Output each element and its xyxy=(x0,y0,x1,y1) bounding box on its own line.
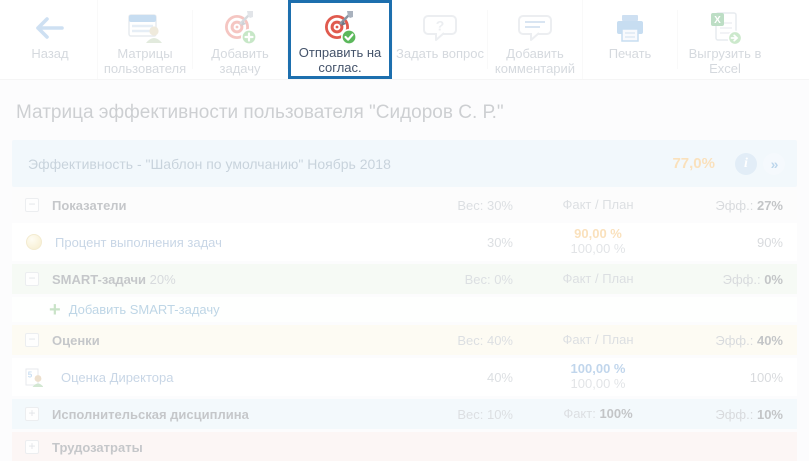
user-matrices-icon xyxy=(126,9,164,47)
effectiveness-value: 77,0% xyxy=(672,155,715,172)
svg-text:5: 5 xyxy=(28,370,33,379)
weight-cell: 30% xyxy=(486,234,513,250)
section-label: Показатели xyxy=(52,197,127,213)
back-button[interactable]: Назад xyxy=(3,0,97,79)
toolbar-button-label: Добавить комментарий xyxy=(494,46,576,76)
back-icon xyxy=(33,9,67,47)
section-row[interactable]: + Исполнительская дисциплина Вес: 10% Факт:… xyxy=(12,399,797,429)
fact-plan-cell: 90,00 % 100,00 % xyxy=(513,226,683,257)
efficiency-value: 0% xyxy=(764,271,783,287)
fact-plan-cell: Факт / План xyxy=(562,270,634,286)
fact-plan-cell: Факт / План xyxy=(562,196,634,212)
fact-value: 100,00 % xyxy=(570,361,626,377)
effectiveness-panel-header[interactable]: Эффективность - "Шаблон по умолчанию" Но… xyxy=(12,140,797,187)
expand-icon[interactable]: + xyxy=(25,407,39,421)
toolbar-button-label: Матрицы пользователя xyxy=(103,46,187,76)
matrix-rows: − Показатели Вес: 30% Факт / План Эфф.: 27%… xyxy=(12,190,797,461)
add-smart-task-row: + Добавить SMART-задачу xyxy=(12,297,797,322)
plan-value: 100,00 % xyxy=(570,241,626,256)
section-label: Оценки xyxy=(52,332,100,348)
ask-question-button[interactable]: ? Задать вопрос xyxy=(393,0,487,79)
indicator-label[interactable]: Оценка Директора xyxy=(61,369,174,385)
toolbar-button-label: Печать xyxy=(608,46,652,61)
add-comment-button[interactable]: Добавить комментарий xyxy=(488,0,582,79)
weight-cell: Вес: 0% xyxy=(464,271,513,287)
send-for-approval-button[interactable]: Отправить на соглас. xyxy=(288,0,392,79)
indicator-label[interactable]: Процент выполнения задач xyxy=(55,234,222,250)
add-smart-task-link[interactable]: + Добавить SMART-задачу xyxy=(49,298,220,321)
toolbar: Назад Матрицы пользователя Добавить задачу… xyxy=(0,0,809,80)
efficiency-value: 10% xyxy=(756,406,783,422)
collapse-icon[interactable]: − xyxy=(25,272,39,286)
grade-sheet-icon: 5 xyxy=(25,368,52,387)
collapse-icon[interactable]: − xyxy=(25,198,39,212)
section-row[interactable]: − Оценки Вес: 40% Факт / План Эфф.: 40% xyxy=(12,325,797,355)
toolbar-button-label: Выгрузить в Excel xyxy=(688,46,762,76)
weight-cell: Вес: 30% xyxy=(457,197,513,213)
print-button[interactable]: Печать xyxy=(583,0,677,79)
plan-value: 100,00 % xyxy=(570,376,626,391)
weight-cell: Вес: 40% xyxy=(457,332,513,348)
efficiency-cell: Эфф.: 0% xyxy=(722,271,783,287)
weight-cell: Вес: 10% xyxy=(457,406,513,422)
page-title: Матрица эффективности пользователя "Сидо… xyxy=(16,102,504,123)
fact-plan-cell: 100,00 % 100,00 % xyxy=(513,361,683,392)
section-row[interactable]: + Трудозатраты xyxy=(12,432,797,461)
add-task-button[interactable]: Добавить задачу xyxy=(193,0,287,79)
collapse-icon[interactable]: − xyxy=(25,333,39,347)
indicator-row[interactable]: Процент выполнения задач 30% 90,00 % 100,00… xyxy=(12,223,797,261)
add-plus-icon: + xyxy=(49,298,61,321)
fact-value: 90,00 % xyxy=(574,226,622,242)
panel-title: Эффективность - "Шаблон по умолчанию" Но… xyxy=(28,155,391,172)
indicator-row[interactable]: 5 Оценка Директора 40% 100,00 % 100,00 % 100% xyxy=(12,358,797,396)
excel-export-icon: X xyxy=(706,9,744,47)
toolbar-button-label: Назад xyxy=(31,46,69,61)
status-ball-icon xyxy=(26,234,42,250)
efficiency-cell: Эфф.: 40% xyxy=(715,332,783,348)
weight-cell: 40% xyxy=(486,369,513,385)
efficiency-cell: 90% xyxy=(756,234,783,250)
toolbar-button-label: Добавить задачу xyxy=(211,46,269,76)
section-label: SMART-задачи 20% xyxy=(52,271,176,287)
fact-value: 100% xyxy=(599,405,633,421)
efficiency-cell: Эфф.: 10% xyxy=(715,406,783,422)
efficiency-cell: 100% xyxy=(749,369,783,385)
fact-plan-cell: Факт: 100% xyxy=(563,405,633,421)
forward-icon[interactable]: » xyxy=(763,152,785,175)
question-bubble-icon: ? xyxy=(421,9,459,47)
svg-text:X: X xyxy=(714,15,721,26)
efficiency-value: 40% xyxy=(756,332,783,348)
add-smart-task-label: Добавить SMART-задачу xyxy=(68,302,220,317)
target-check-icon xyxy=(321,9,359,46)
printer-icon xyxy=(613,9,647,47)
efficiency-value: 27% xyxy=(756,197,783,213)
section-label: Исполнительская дисциплина xyxy=(52,406,249,422)
section-weight-suffix: 20% xyxy=(146,271,176,287)
toolbar-button-label: Задать вопрос xyxy=(396,46,484,61)
fact-plan-cell: Факт / План xyxy=(562,331,634,347)
section-row[interactable]: − Показатели Вес: 30% Факт / План Эфф.: 27% xyxy=(12,190,797,220)
efficiency-cell: Эфф.: 27% xyxy=(715,197,783,213)
target-plus-icon xyxy=(221,9,259,47)
export-excel-button[interactable]: X Выгрузить в Excel xyxy=(678,0,772,79)
toolbar-button-label: Отправить на соглас. xyxy=(298,45,382,76)
expand-icon[interactable]: + xyxy=(25,440,39,454)
main-content: Матрица эффективности пользователя "Сидо… xyxy=(0,80,809,461)
user-matrices-button[interactable]: Матрицы пользователя xyxy=(98,0,192,79)
svg-text:?: ? xyxy=(436,18,445,34)
section-row[interactable]: − SMART-задачи 20% Вес: 0% Факт / План Эфф.… xyxy=(12,264,797,294)
info-icon[interactable]: i xyxy=(735,152,757,175)
section-label: Трудозатраты xyxy=(52,439,143,455)
comment-bubble-icon xyxy=(516,9,554,47)
